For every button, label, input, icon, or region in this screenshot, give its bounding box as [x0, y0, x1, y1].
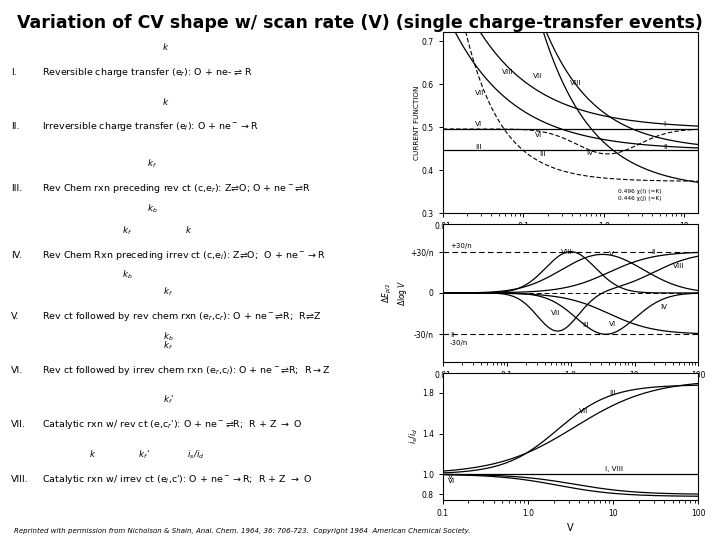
Text: I, VIII: I, VIII: [605, 466, 623, 472]
Text: IV: IV: [586, 150, 593, 156]
Text: VI: VI: [535, 132, 542, 138]
Text: III.: III.: [12, 184, 22, 193]
Text: $k_b$: $k_b$: [163, 330, 174, 343]
Text: VI: VI: [448, 478, 455, 484]
Y-axis label: CURRENT FUNCTION: CURRENT FUNCTION: [414, 86, 420, 160]
Text: V.: V.: [12, 312, 19, 321]
Text: Reversible charge transfer (e$_r$): O + ne- ⇌ R: Reversible charge transfer (e$_r$): O + …: [42, 66, 253, 79]
Text: III: III: [609, 390, 616, 396]
X-axis label: V: V: [567, 237, 574, 247]
Text: Rev Chem rxn preceding rev ct (c,e$_r$): Z⇌O; O + ne$^-$⇌R: Rev Chem rxn preceding rev ct (c,e$_r$):…: [42, 182, 310, 195]
Text: VIII: VIII: [673, 263, 684, 269]
X-axis label: V: V: [567, 523, 574, 533]
Text: VII.: VII.: [12, 420, 27, 429]
Text: VII: VII: [580, 408, 588, 414]
Text: V: V: [609, 251, 614, 257]
Text: Rev ct followed by irrev chem rxn (e$_r$,c$_i$): O + ne$^-$⇌R;  R$\rightarrow$Z: Rev ct followed by irrev chem rxn (e$_r$…: [42, 363, 330, 376]
Text: VI.: VI.: [12, 366, 24, 375]
Text: IV.: IV.: [12, 251, 22, 260]
Text: I.: I.: [12, 68, 17, 77]
Text: VIII.: VIII.: [12, 475, 29, 484]
Text: Rev ct followed by rev chem rxn (e$_r$,c$_r$): O + ne$^-$⇌R;  R⇌Z: Rev ct followed by rev chem rxn (e$_r$,c…: [42, 310, 321, 323]
Text: II.: II.: [12, 122, 20, 131]
Text: II: II: [663, 144, 667, 150]
Text: IV: IV: [660, 305, 667, 310]
Y-axis label: $i_s/i_d$: $i_s/i_d$: [408, 428, 420, 444]
Y-axis label: $\Delta E_{p/2}$
$\Delta\log V$: $\Delta E_{p/2}$ $\Delta\log V$: [381, 280, 409, 306]
Text: VII: VII: [474, 90, 484, 96]
Text: Reprinted with permission from Nicholson & Shain, Anal. Chem. 1964, 36: 706-723.: Reprinted with permission from Nicholson…: [14, 528, 471, 534]
Text: k                $k_f$'              $i_s$/$i_d$: k $k_f$' $i_s$/$i_d$: [89, 448, 205, 461]
Text: Rev Chem Rxn preceding irrev ct (c,e$_i$): Z⇌O;  O + ne$^-$$\rightarrow$R: Rev Chem Rxn preceding irrev ct (c,e$_i$…: [42, 248, 325, 261]
Text: +30/n: +30/n: [450, 242, 472, 248]
Text: III: III: [474, 144, 481, 150]
Text: II: II: [651, 249, 655, 255]
Text: $k_f$: $k_f$: [163, 339, 173, 352]
Text: $k_f$': $k_f$': [163, 394, 174, 406]
Text: III: III: [582, 322, 588, 328]
Text: k: k: [163, 98, 168, 106]
Text: II: II: [450, 332, 454, 338]
Text: VII: VII: [552, 310, 561, 316]
Text: $k_f$                    k: $k_f$ k: [122, 224, 192, 237]
Text: VIII: VIII: [570, 80, 581, 86]
Text: Catalytic rxn w/ irrev ct (e$_i$,c'): O + ne$^-$$\rightarrow$R;  R + Z $\rightar: Catalytic rxn w/ irrev ct (e$_i$,c'): O …: [42, 473, 312, 486]
Text: 0.446 χ(J) (=K): 0.446 χ(J) (=K): [618, 197, 662, 201]
Text: VIII: VIII: [503, 69, 514, 75]
Text: III: III: [540, 151, 546, 157]
Text: $k_b$: $k_b$: [122, 269, 132, 281]
Text: VII: VII: [533, 72, 541, 79]
Text: $k_f$: $k_f$: [147, 158, 157, 170]
Text: Irreversible charge transfer (e$_i$): O + ne$^-$$\rightarrow$R: Irreversible charge transfer (e$_i$): O …: [42, 120, 259, 133]
Text: Catalytic rxn w/ rev ct (e,c$_r$'): O + ne$^-$⇌R;  R + Z $\rightarrow$ O: Catalytic rxn w/ rev ct (e,c$_r$'): O + …: [42, 418, 302, 431]
Text: $k_f$: $k_f$: [163, 286, 173, 299]
X-axis label: V: V: [567, 386, 574, 395]
Text: 0.496 χ(I) (=K): 0.496 χ(I) (=K): [618, 188, 662, 194]
Text: VIII: VIII: [561, 249, 572, 255]
Text: V: V: [448, 474, 453, 480]
Text: $k_b$: $k_b$: [147, 202, 158, 215]
Text: Variation of CV shape w/ scan rate (V) (single charge-transfer events): Variation of CV shape w/ scan rate (V) (…: [17, 14, 703, 31]
Text: VI: VI: [474, 121, 482, 127]
Text: -30/n: -30/n: [450, 340, 469, 346]
Text: k: k: [163, 43, 168, 52]
Text: VI: VI: [609, 321, 616, 327]
Text: I: I: [663, 122, 665, 127]
